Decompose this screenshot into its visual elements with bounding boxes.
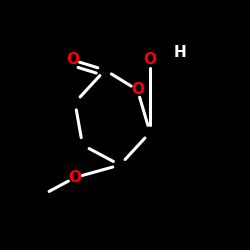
Text: O: O	[144, 52, 156, 68]
Text: O: O	[68, 170, 82, 185]
Text: O: O	[131, 82, 144, 98]
Text: O: O	[66, 52, 79, 68]
Text: H: H	[174, 45, 186, 60]
